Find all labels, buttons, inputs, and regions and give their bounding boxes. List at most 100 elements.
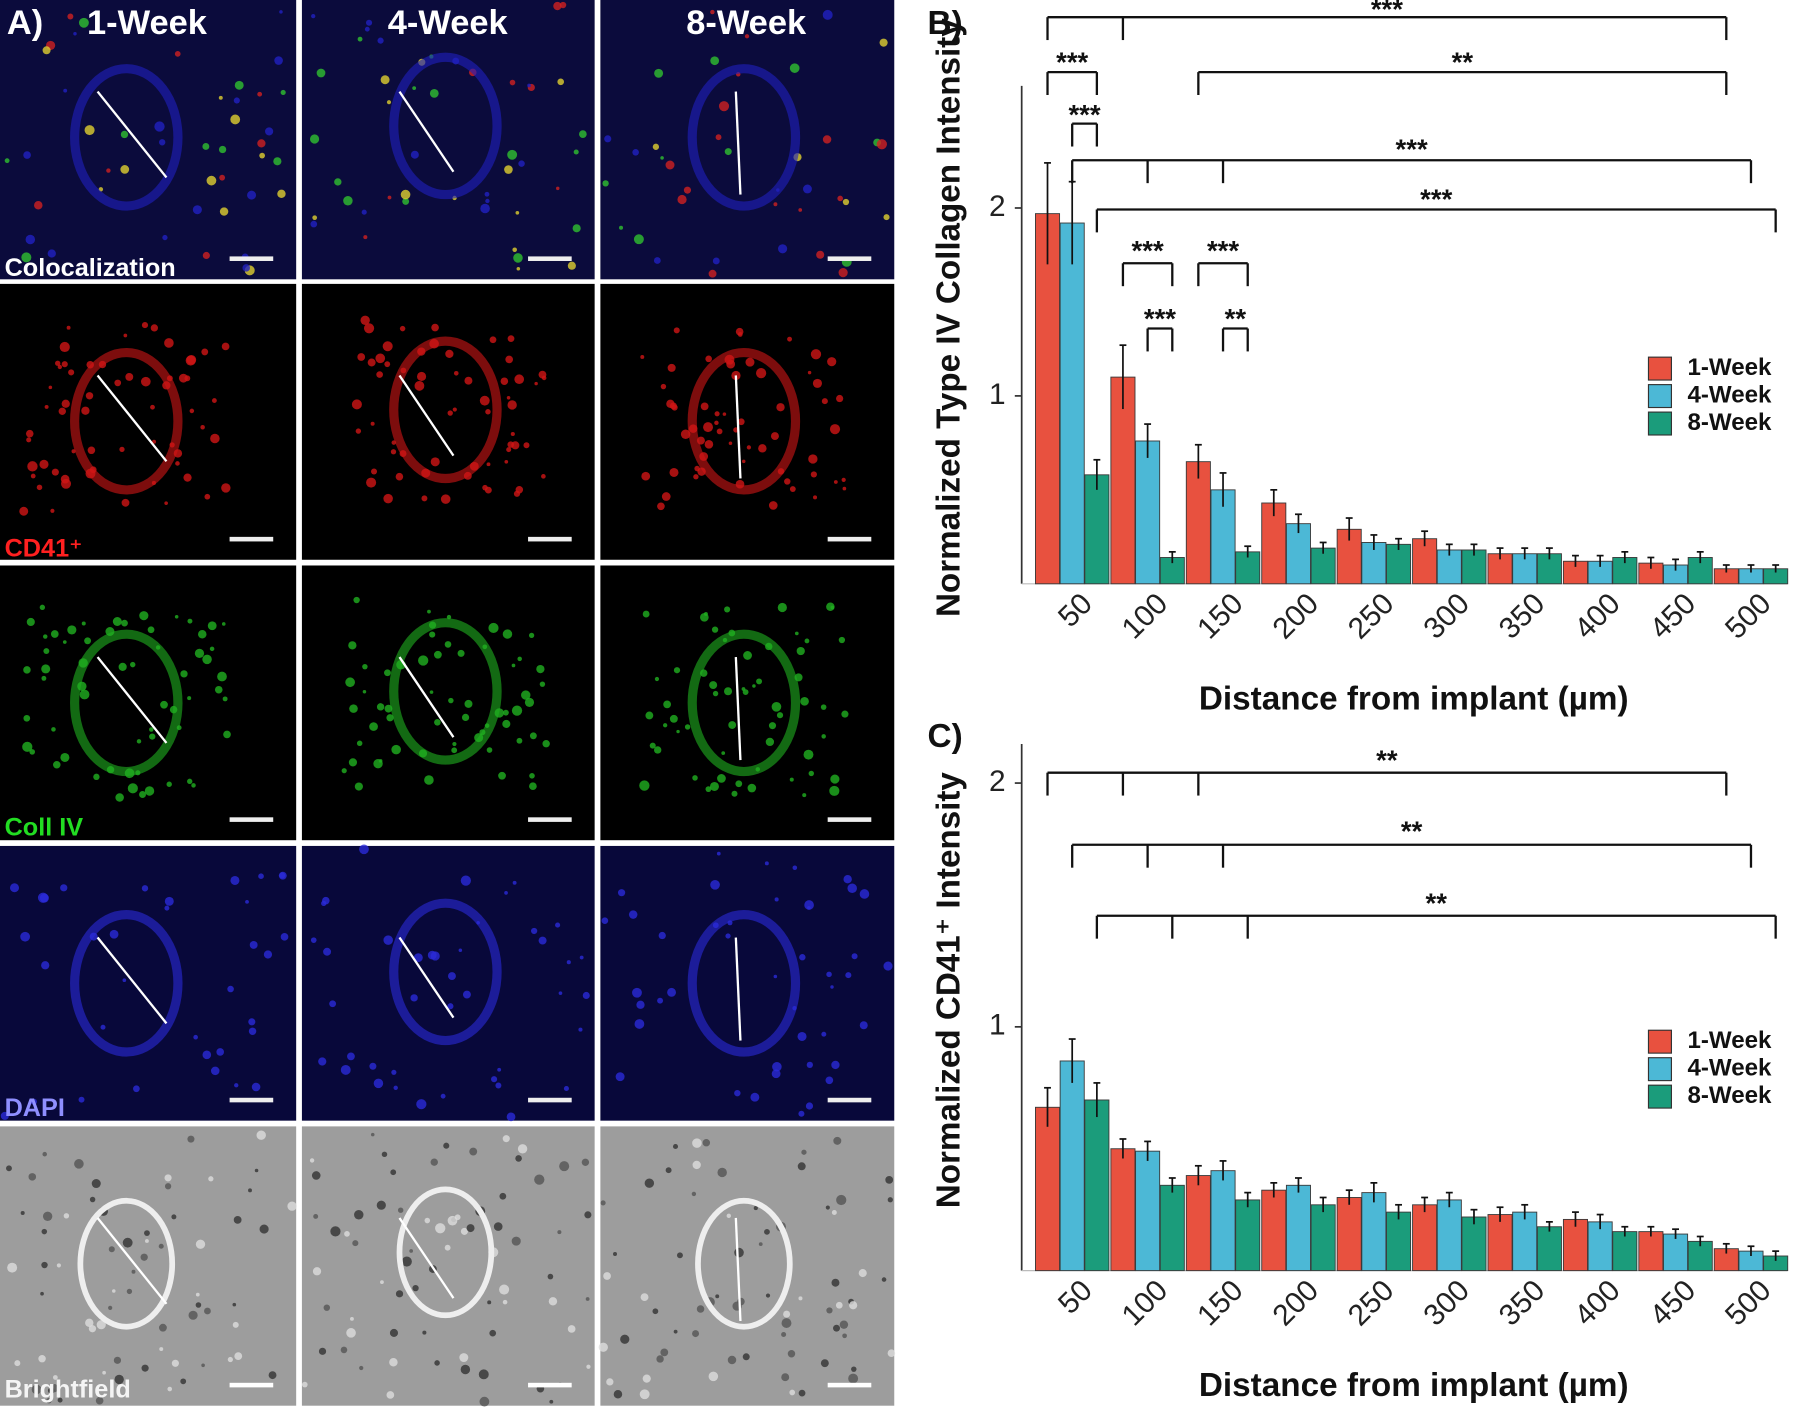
cell-dot xyxy=(798,1110,805,1117)
implant-line xyxy=(734,657,742,761)
image-tile xyxy=(0,1126,297,1406)
cell-dot xyxy=(804,638,810,644)
cell-dot xyxy=(210,1066,220,1076)
cell-dot xyxy=(756,678,763,685)
cell-dot xyxy=(309,1158,315,1163)
cell-dot xyxy=(529,782,537,791)
cell-dot xyxy=(41,664,51,674)
cell-dot xyxy=(515,1155,522,1162)
cell-dot xyxy=(390,1169,397,1176)
cell-dot xyxy=(204,493,211,500)
bar xyxy=(1361,1192,1387,1272)
cell-dot xyxy=(130,661,136,668)
panel-label: B) xyxy=(928,5,963,42)
cell-dot xyxy=(842,1333,847,1339)
cell-dot xyxy=(563,1085,569,1092)
cell-dot xyxy=(446,614,452,620)
legend-label: 8-Week xyxy=(1688,1082,1773,1109)
cell-dot xyxy=(847,883,857,894)
cell-dot xyxy=(144,786,155,796)
cell-dot xyxy=(127,783,138,794)
cell-dot xyxy=(842,486,847,491)
cell-dot xyxy=(745,357,755,367)
x-axis-title: Distance from implant (µm) xyxy=(1199,680,1629,717)
cell-dot xyxy=(395,1290,404,1298)
cell-dot xyxy=(56,1263,61,1268)
cell-dot xyxy=(821,734,826,739)
cell-dot xyxy=(345,677,355,688)
cell-dot xyxy=(831,1210,837,1215)
cell-dot xyxy=(59,341,70,353)
cell-dot xyxy=(323,947,332,956)
cell-dot xyxy=(245,899,249,904)
implant-line xyxy=(96,374,168,463)
cell-dot xyxy=(112,1289,116,1293)
cell-dot xyxy=(430,457,440,467)
cell-dot xyxy=(381,1151,388,1158)
cell-dot xyxy=(789,63,800,73)
cell-dot xyxy=(389,1328,399,1337)
cell-dot xyxy=(805,1102,814,1110)
bar xyxy=(1035,213,1061,585)
significance-label: *** xyxy=(1207,235,1239,266)
cell-dot xyxy=(876,139,887,150)
cell-dot xyxy=(37,892,49,903)
cell-dot xyxy=(827,357,837,367)
cell-dot xyxy=(38,1354,46,1363)
cell-dot xyxy=(400,189,411,200)
cell-dot xyxy=(200,424,205,430)
cell-dot xyxy=(660,383,667,390)
cell-dot xyxy=(617,889,626,897)
cell-dot xyxy=(122,978,127,983)
cell-dot xyxy=(547,1273,554,1280)
legend-swatch xyxy=(1647,384,1673,409)
cell-dot xyxy=(717,1167,727,1178)
cell-dot xyxy=(644,1178,655,1188)
cell-dot xyxy=(115,793,124,802)
cell-dot xyxy=(223,730,231,739)
cell-dot xyxy=(510,431,515,437)
cell-dot xyxy=(114,1374,124,1385)
cell-dot xyxy=(68,369,75,376)
cell-dot xyxy=(175,461,180,466)
cell-dot xyxy=(195,1302,202,1308)
cell-dot xyxy=(774,897,779,902)
cell-dot xyxy=(159,139,166,146)
bar xyxy=(1059,1060,1085,1272)
cell-dot xyxy=(159,1323,167,1332)
cell-dot xyxy=(705,786,712,793)
cell-dot xyxy=(310,220,318,228)
cell-dot xyxy=(800,696,809,706)
cell-dot xyxy=(458,948,463,952)
cell-dot xyxy=(30,473,36,479)
image-tile xyxy=(301,565,595,841)
cell-dot xyxy=(692,1138,702,1148)
cell-dot xyxy=(696,1305,705,1313)
cell-dot xyxy=(108,1246,115,1253)
cell-dot xyxy=(661,492,671,501)
cell-dot xyxy=(826,971,832,978)
cell-dot xyxy=(100,1024,106,1030)
cell-dot xyxy=(41,1228,48,1235)
cell-dot xyxy=(430,951,440,961)
cell-dot xyxy=(764,861,769,866)
cell-dot xyxy=(91,1179,101,1189)
cell-dot xyxy=(258,873,264,880)
vessel xyxy=(695,1197,793,1330)
cell-dot xyxy=(665,160,675,170)
cell-dot xyxy=(312,1267,322,1276)
cell-dot xyxy=(457,649,465,657)
cell-dot xyxy=(150,404,155,410)
cell-dot xyxy=(728,441,733,445)
cell-dot xyxy=(764,1228,770,1235)
cell-dot xyxy=(27,461,38,472)
cell-dot xyxy=(724,687,733,696)
y-axis-title: Normalized Type IV Collagen Intensity xyxy=(930,18,967,617)
cell-dot xyxy=(825,1076,834,1085)
cell-dot xyxy=(677,194,687,205)
cell-dot xyxy=(448,697,454,704)
x-tick-label: 350 xyxy=(1493,587,1552,645)
scale-bar xyxy=(827,536,872,542)
cell-dot xyxy=(657,997,664,1004)
cell-dot xyxy=(164,501,168,505)
